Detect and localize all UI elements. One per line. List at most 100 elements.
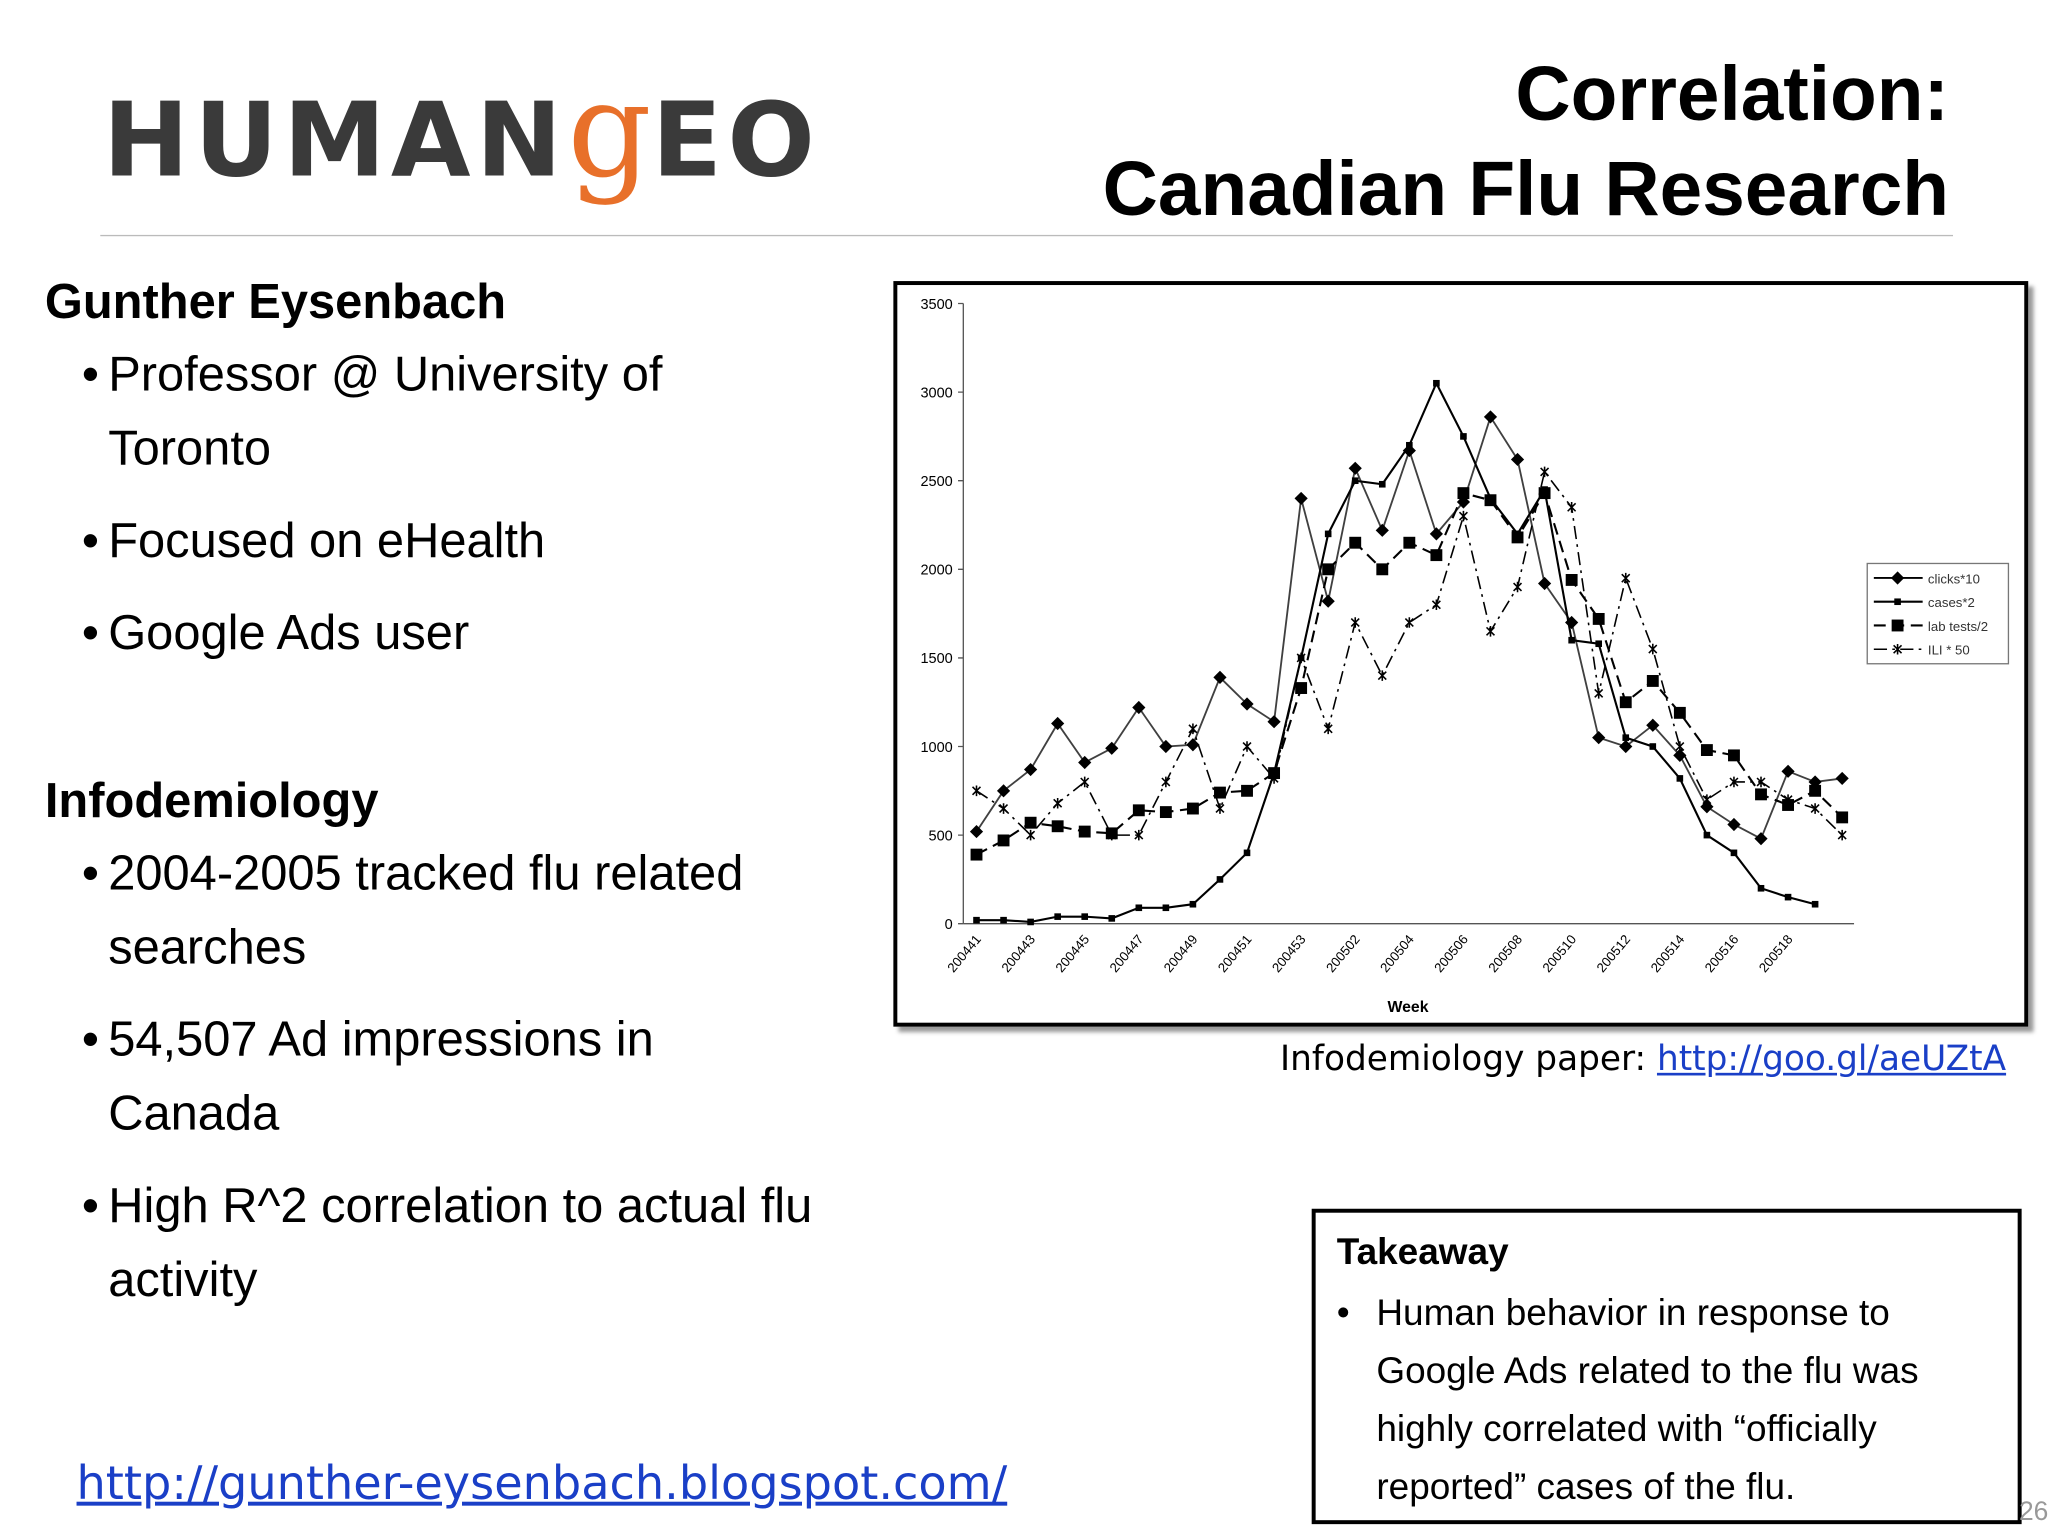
marker <box>1483 410 1498 424</box>
marker <box>1457 487 1470 500</box>
marker <box>1054 913 1061 920</box>
marker <box>1105 741 1119 755</box>
page-number: 26 <box>2018 1497 2048 1527</box>
y-tick-label: 500 <box>929 828 953 844</box>
marker <box>1241 784 1253 797</box>
marker <box>1080 776 1090 788</box>
marker <box>1458 510 1468 522</box>
x-tick-label: 200508 <box>1485 932 1525 975</box>
y-tick-label: 3000 <box>920 385 952 401</box>
marker <box>997 834 1010 847</box>
marker <box>1051 820 1064 833</box>
marker <box>1295 682 1308 694</box>
section: Gunther Eysenbach Professor @ University … <box>45 272 837 689</box>
x-tick-label: 200441 <box>944 932 984 975</box>
marker <box>1649 743 1657 750</box>
logo-text: HUMAN <box>102 81 568 201</box>
marker <box>996 784 1011 798</box>
marker <box>1376 563 1389 576</box>
marker <box>1728 749 1740 762</box>
marker <box>1268 767 1281 780</box>
y-tick-label: 2500 <box>920 474 952 490</box>
x-tick-label: 200453 <box>1269 932 1309 975</box>
marker <box>1243 849 1251 857</box>
legend-marker <box>1894 598 1901 606</box>
divider <box>100 234 1954 237</box>
marker <box>1351 477 1359 485</box>
marker <box>1809 784 1822 797</box>
legend-marker <box>1890 571 1905 585</box>
footer-link-wrap: http://gunther-eysenbach.blogspot.com/ <box>77 1458 1008 1511</box>
caption-text: Infodemiology paper: <box>1280 1039 1657 1080</box>
marker <box>1189 900 1197 908</box>
marker <box>1673 706 1686 719</box>
y-tick-label: 3500 <box>920 297 952 313</box>
marker <box>1159 739 1173 754</box>
y-tick-label: 2000 <box>920 563 952 579</box>
legend-marker <box>1891 619 1904 632</box>
series-line <box>975 414 1843 840</box>
marker <box>1595 640 1602 648</box>
bullet: Google Ads user <box>82 596 821 670</box>
chart: 0 500 1000 1500 2000 2500 3000 3500 200441 200443… <box>920 297 2010 1016</box>
marker <box>1568 636 1575 644</box>
x-tick-label: 200506 <box>1431 932 1471 975</box>
section: Infodemiology 2004-2005 tracked flu relat… <box>45 771 837 1336</box>
section-heading: Gunther Eysenbach <box>44 274 507 329</box>
marker <box>1433 379 1440 387</box>
legend-label: cases*2 <box>1928 595 1975 610</box>
marker <box>1727 817 1741 832</box>
link[interactable]: http://gunther-eysenbach.blogspot.com/ <box>76 1458 1008 1511</box>
marker <box>1322 563 1335 576</box>
marker <box>1782 799 1794 811</box>
x-tick-label: 200451 <box>1215 932 1255 975</box>
marker <box>1188 723 1198 735</box>
marker <box>1242 741 1252 752</box>
marker <box>1215 803 1225 814</box>
marker <box>1835 771 1849 786</box>
link[interactable]: http://goo.gl/aeUZtA <box>1656 1039 2007 1080</box>
marker <box>1431 599 1441 611</box>
marker <box>1811 900 1819 908</box>
legend-label: ILI * 50 <box>1928 643 1970 658</box>
marker <box>1729 776 1739 788</box>
marker <box>1538 487 1551 500</box>
marker <box>1027 918 1034 926</box>
series-line <box>976 380 1816 924</box>
marker <box>1024 816 1037 829</box>
marker <box>970 848 983 861</box>
marker <box>973 916 980 924</box>
marker <box>1296 652 1306 664</box>
marker <box>1375 523 1389 537</box>
bullet: 2004-2005 tracked flu related searches <box>82 837 821 985</box>
x-tick-label: 200514 <box>1648 932 1688 975</box>
x-tick-label: 200449 <box>1161 932 1201 975</box>
marker <box>1078 755 1092 770</box>
marker <box>1321 594 1335 608</box>
bullet: Professor @ University of Toronto <box>82 338 821 486</box>
marker <box>1186 802 1199 815</box>
x-tick-label: 200510 <box>1539 932 1579 975</box>
marker <box>1619 696 1632 709</box>
marker <box>1513 581 1523 593</box>
marker <box>1730 849 1738 857</box>
marker <box>1430 549 1443 562</box>
chart-frame: 0 500 1000 1500 2000 2500 3000 3500 200441 200443… <box>893 281 2029 1027</box>
marker <box>1619 739 1633 754</box>
marker <box>1349 536 1362 549</box>
legend-marker <box>1893 643 1903 655</box>
marker <box>1108 915 1116 922</box>
legend-box <box>1866 562 2010 665</box>
marker <box>1510 452 1525 467</box>
bullet: High R^2 correlation to actual flu activ… <box>82 1169 821 1317</box>
bullet: 54,507 Ad impressions in Canada <box>82 1003 821 1151</box>
marker <box>1567 502 1577 513</box>
bullet-list: 2004-2005 tracked flu related searches 54… <box>45 837 837 1317</box>
logo-text: g <box>567 52 652 208</box>
marker <box>1161 776 1171 788</box>
marker <box>1702 794 1712 805</box>
marker <box>1622 734 1630 741</box>
marker <box>1703 831 1711 839</box>
marker <box>1406 441 1413 449</box>
